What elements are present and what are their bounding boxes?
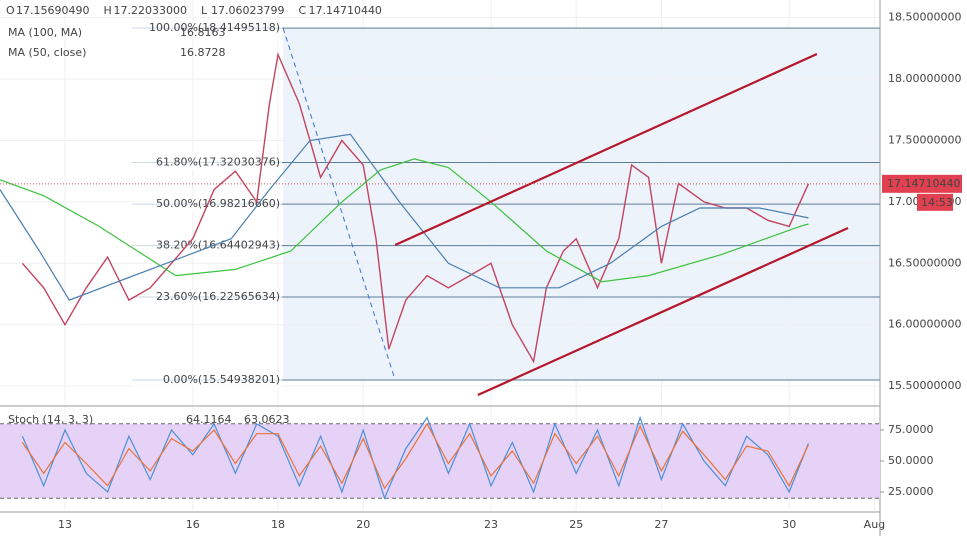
ohlc-value: 17.14710440 <box>308 4 381 17</box>
price-line <box>21 52 810 364</box>
y-tick-label: 18.00000000 <box>888 72 961 85</box>
ohlc-key: L <box>201 4 208 17</box>
stoch-band <box>0 423 880 499</box>
legend-value: 16.8163 <box>180 26 226 39</box>
x-tick-label: 18 <box>271 518 285 531</box>
channel-line <box>394 53 818 246</box>
stoch-line <box>21 415 809 500</box>
stoch-title: Stoch (14, 3, 3) <box>8 413 93 426</box>
stoch-value: 63.0623 <box>244 413 290 426</box>
fib-label-bg <box>132 196 282 213</box>
fib-label-bg <box>132 372 282 389</box>
y-tick-label: 15.50000000 <box>888 379 961 392</box>
x-tick-label: 23 <box>484 518 498 531</box>
fib-label: 23.60%(16.22565634) <box>156 290 280 303</box>
countdown-label: 14:53 <box>921 196 953 209</box>
fib-label: 0.00%(15.54938201) <box>163 373 280 386</box>
x-tick-label: 25 <box>569 518 583 531</box>
y-tick-label: 50.0000 <box>888 454 934 467</box>
ohlc-key: C <box>298 4 306 17</box>
ohlc-value: 17.06023799 <box>211 4 284 17</box>
x-tick-label: 16 <box>186 518 200 531</box>
legend-label: MA (50, close) <box>8 46 86 59</box>
fib-label-bg <box>132 20 282 37</box>
x-tick-label: 13 <box>58 518 72 531</box>
price-tag <box>882 174 962 193</box>
price-tag-label: 17.14710440 <box>887 177 960 190</box>
stoch-value: 64.1164 <box>186 413 232 426</box>
moving-average <box>0 133 809 301</box>
countdown-tag <box>917 193 953 211</box>
ohlc-key: H <box>103 4 111 17</box>
fib-label-bg <box>132 237 282 254</box>
x-tick-label: 20 <box>356 518 370 531</box>
y-tick-label: 16.00000000 <box>888 318 961 331</box>
fib-label-bg <box>132 154 282 171</box>
fib-label: 100.00%(18.41495118) <box>149 21 280 34</box>
ohlc-value: 17.22033000 <box>113 4 186 17</box>
moving-average <box>0 158 809 283</box>
ohlc-key: O <box>6 4 15 17</box>
channel-line <box>477 227 849 397</box>
legend-label: MA (100, MA) <box>8 26 82 39</box>
x-tick-label: 27 <box>654 518 668 531</box>
x-tick-label: 30 <box>782 518 796 531</box>
legend-value: 16.8728 <box>180 46 226 59</box>
fib-label: 38.20%(16.64402943) <box>156 239 280 252</box>
y-tick-label: 16.50000000 <box>888 256 961 269</box>
y-tick-label: 25.0000 <box>888 485 934 498</box>
ohlc-value: 17.15690490 <box>16 4 89 17</box>
y-tick-label: 18.50000000 <box>888 11 961 24</box>
fib-label-bg <box>132 288 282 305</box>
stoch-line <box>21 422 809 490</box>
fib-label: 61.80%(17.32030376) <box>156 156 280 169</box>
fib-label: 50.00%(16.98216660) <box>156 197 280 210</box>
x-tick-label: Aug <box>864 518 885 531</box>
y-tick-label: 17.50000000 <box>888 133 961 146</box>
y-tick-label: 75.0000 <box>888 423 934 436</box>
